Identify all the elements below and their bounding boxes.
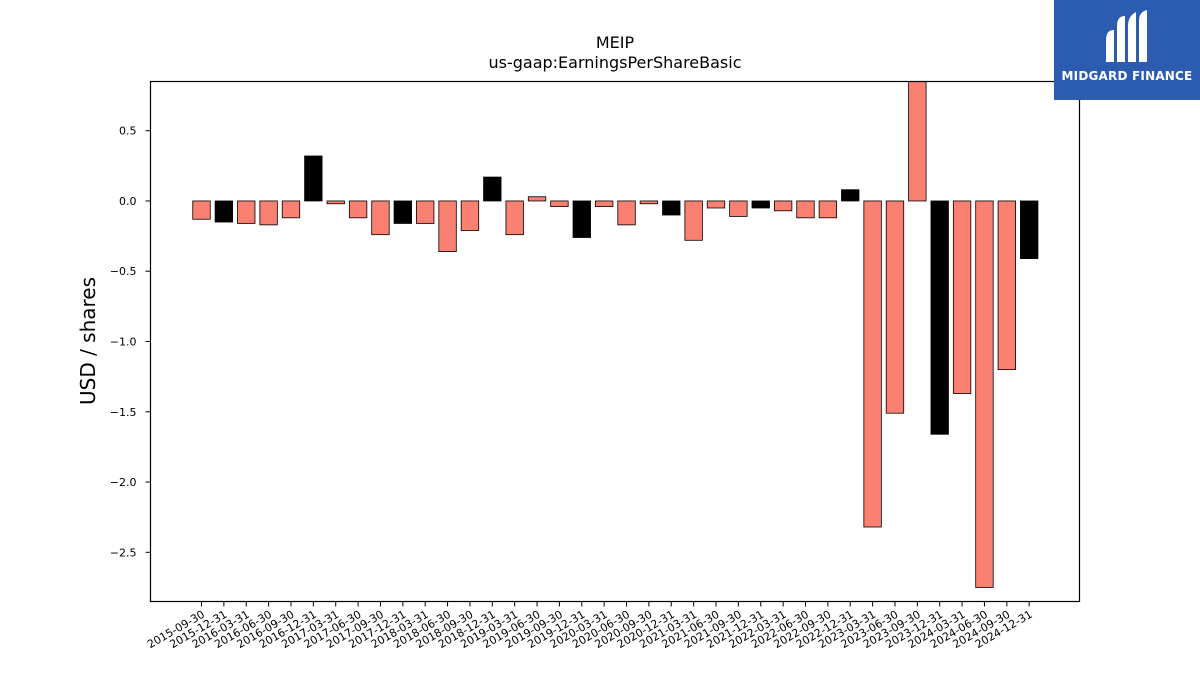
- bar-2015-12-31: [214, 200, 234, 223]
- bar-2021-12-31: [751, 200, 770, 209]
- bar-group: [192, 81, 1039, 588]
- bar-2016-09-30: [281, 200, 301, 219]
- bar-2020-03-31: [595, 200, 614, 207]
- bar-2020-06-30: [617, 200, 636, 226]
- bar-2016-03-31: [237, 200, 256, 224]
- bar-2018-06-30: [438, 200, 457, 252]
- bar-2021-06-30: [706, 200, 726, 209]
- y-tick-label: −2.5: [110, 546, 137, 559]
- bar-2022-06-30: [796, 200, 815, 219]
- y-tick-label: 0.0: [119, 195, 137, 208]
- y-tick-label: −1.0: [110, 336, 137, 349]
- brand-logo: MIDGARD FINANCE: [1054, 0, 1200, 100]
- y-axis-label: USD / shares: [76, 277, 100, 405]
- bar-2019-09-30: [550, 200, 569, 207]
- brand-logo-text: MIDGARD FINANCE: [1061, 69, 1193, 83]
- chart-subtitle: us-gaap:EarningsPerShareBasic: [488, 53, 741, 72]
- bar-2022-09-30: [818, 200, 838, 219]
- bar-2024-03-31: [952, 200, 972, 394]
- bar-2016-12-31: [304, 155, 323, 202]
- bar-2017-12-31: [393, 200, 412, 224]
- x-axis-ticks: 2015-09-302015-12-312016-03-312016-06-30…: [145, 601, 1035, 651]
- bar-2017-09-30: [371, 200, 390, 236]
- bar-2023-12-31: [930, 200, 949, 435]
- midgard-logo-icon: [1106, 10, 1147, 62]
- bar-2018-12-31: [483, 176, 502, 202]
- bar-2021-09-30: [729, 200, 748, 217]
- bar-2019-12-31: [572, 200, 591, 238]
- y-tick-label: 0.5: [119, 125, 137, 138]
- bar-2018-09-30: [460, 200, 480, 231]
- chart-title: MEIP: [596, 33, 635, 52]
- bar-2022-03-31: [773, 200, 793, 212]
- bar-2016-06-30: [259, 200, 278, 226]
- bar-2023-06-30: [885, 200, 905, 414]
- bar-2024-12-31: [1020, 200, 1039, 259]
- y-axis-ticks: 0.5 0.0 −0.5 −1.0 −1.5 −2.0 −2.5: [110, 125, 151, 559]
- bar-2020-12-31: [662, 200, 681, 216]
- y-tick-label: −0.5: [110, 265, 137, 278]
- bar-2017-03-31: [326, 200, 345, 205]
- bar-2021-03-31: [684, 200, 703, 241]
- bar-2017-06-30: [348, 200, 368, 219]
- bar-2018-03-31: [416, 200, 435, 224]
- bar-2023-09-30: [908, 81, 927, 202]
- bar-2022-12-31: [841, 189, 860, 202]
- y-tick-label: −1.5: [110, 406, 137, 419]
- bar-2019-03-31: [505, 200, 524, 236]
- bar-2023-03-31: [863, 200, 882, 528]
- bar-2020-09-30: [639, 200, 659, 205]
- y-tick-label: −2.0: [110, 476, 137, 489]
- bar-2024-09-30: [997, 200, 1016, 371]
- bar-2024-06-30: [975, 200, 994, 588]
- bar-2019-06-30: [527, 196, 547, 202]
- bar-2015-09-30: [192, 200, 211, 220]
- plot-frame: [149, 80, 1081, 603]
